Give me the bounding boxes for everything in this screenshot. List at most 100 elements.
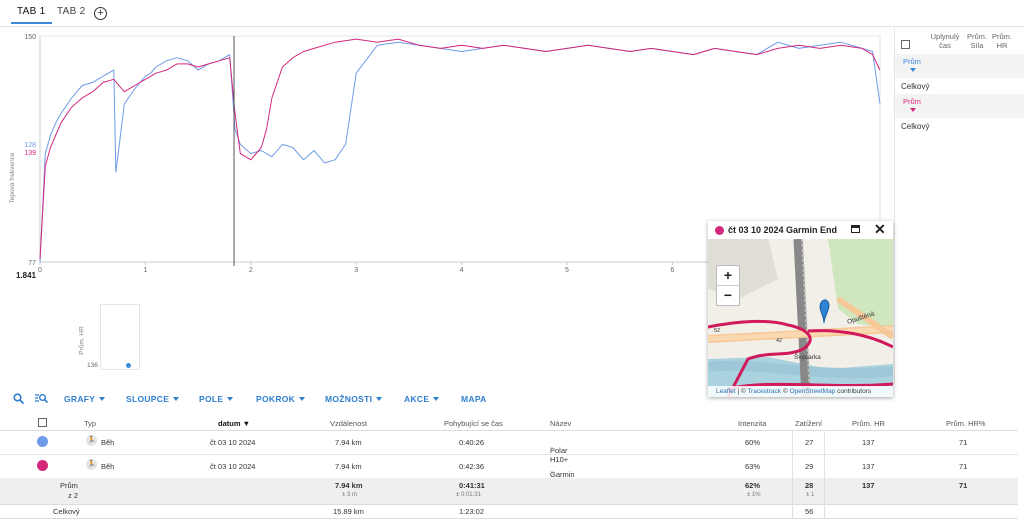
total-moving-time: 1:23:02 bbox=[459, 507, 485, 516]
y-tick-label: 150 bbox=[24, 34, 36, 41]
tab-2[interactable]: TAB 2 bbox=[57, 6, 86, 17]
chevron-down-icon bbox=[227, 397, 234, 401]
map-location-pin-icon[interactable] bbox=[819, 299, 830, 324]
table-header: Typ datum ▼ Vzdálenost Pohybující se čas… bbox=[0, 415, 1018, 431]
tracestrack-link[interactable]: Tracestrack bbox=[747, 388, 782, 395]
series-2-value-label: 139 bbox=[24, 150, 36, 157]
x-tick-label: 5 bbox=[565, 267, 569, 274]
zoom-in-button[interactable]: + bbox=[717, 266, 739, 286]
col-avg-hr[interactable]: Prům. HR bbox=[852, 419, 885, 428]
map-zoom-control: + − bbox=[716, 265, 740, 306]
attribution-separator: | © bbox=[735, 388, 748, 395]
menu-akce-label: AKCE bbox=[404, 394, 430, 404]
menu-pole[interactable]: POLE bbox=[199, 394, 234, 404]
edit-pencil-icon[interactable]: ✎ bbox=[550, 471, 556, 478]
menu-grafy[interactable]: GRAFY bbox=[64, 394, 106, 404]
menu-grafy-label: GRAFY bbox=[64, 394, 96, 404]
map-road-number: 42 bbox=[776, 338, 782, 344]
search-icon[interactable] bbox=[13, 393, 25, 407]
maximize-icon[interactable] bbox=[851, 225, 860, 233]
col-moving-time[interactable]: Pohybující se čas bbox=[444, 419, 503, 428]
map-title: čt 03 10 2024 Garmin End bbox=[728, 225, 838, 235]
map-canvas[interactable]: Opuštěná Švýcarka 42 52 + − Leaflet | © … bbox=[708, 239, 893, 397]
menu-mapa[interactable]: MAPA bbox=[461, 394, 487, 404]
menu-pole-label: POLE bbox=[199, 394, 224, 404]
map-header: čt 03 10 2024 Garmin End ✕ bbox=[708, 221, 893, 239]
series-line-2[interactable] bbox=[39, 38, 881, 259]
avg-distance-deviation: ± 3 m bbox=[342, 492, 357, 498]
x-tick-label: 2 bbox=[249, 267, 253, 274]
chevron-down-icon bbox=[376, 397, 383, 401]
cell-avg-hr-pct: 71 bbox=[959, 438, 968, 447]
table-row[interactable]: 🏃 Běh čt 03 10 2024 7.94 km 0:40:26 Pola… bbox=[0, 430, 1018, 464]
header-avg-power[interactable]: Prům. Síla bbox=[966, 32, 987, 50]
col-distance[interactable]: Vzdálenost bbox=[330, 419, 368, 428]
col-load[interactable]: Zatížení bbox=[795, 419, 823, 428]
avg-moving-time-deviation: ± 0:01:31 bbox=[456, 492, 481, 498]
avg-intensity-deviation: ± 1% bbox=[747, 492, 761, 498]
header-avg-hr[interactable]: Prům. HR bbox=[991, 32, 1012, 50]
total-row: Celkový 15.89 km 1:23:02 56 bbox=[0, 504, 1018, 519]
edit-pencil-icon[interactable]: ✎ bbox=[550, 447, 556, 454]
menu-sloupce[interactable]: SLOUPCE bbox=[126, 394, 180, 404]
activity-color-dot[interactable] bbox=[37, 460, 48, 471]
menu-moznosti[interactable]: MOŽNOSTI bbox=[325, 394, 383, 404]
cell-type: Běh bbox=[101, 462, 115, 471]
cell-avg-hr: 137 bbox=[862, 462, 875, 471]
cell-date: čt 03 10 2024 bbox=[210, 462, 256, 471]
zoom-out-button[interactable]: − bbox=[723, 287, 733, 303]
chevron-down-icon bbox=[99, 397, 106, 401]
col-name[interactable]: Název bbox=[550, 419, 572, 428]
mini-chart-point[interactable] bbox=[126, 363, 131, 368]
map-street-label: Švýcarka bbox=[794, 352, 821, 361]
column-divider bbox=[824, 454, 825, 478]
col-type[interactable]: Typ bbox=[84, 419, 97, 428]
column-divider bbox=[792, 454, 793, 478]
attribution-separator: © bbox=[781, 388, 790, 395]
column-divider bbox=[824, 478, 825, 504]
col-intensity[interactable]: Intenzita bbox=[738, 419, 767, 428]
cell-moving-time: 0:40:26 bbox=[459, 438, 485, 447]
mini-avg-hr-chart[interactable]: 136 bbox=[87, 304, 140, 370]
column-divider bbox=[824, 504, 825, 518]
column-divider bbox=[792, 430, 793, 454]
x-tick-label: 3 bbox=[354, 267, 358, 274]
cell-avg-hr: 137 bbox=[862, 438, 875, 447]
menu-akce[interactable]: AKCE bbox=[404, 394, 440, 404]
map-tiles[interactable]: Opuštěná Švýcarka 42 52 bbox=[708, 239, 893, 397]
group-2-sort-caret-icon[interactable] bbox=[910, 108, 916, 112]
activity-color-dot[interactable] bbox=[37, 436, 48, 447]
cell-intensity: 60% bbox=[745, 438, 761, 447]
map-road-number: 52 bbox=[714, 328, 720, 334]
mini-chart-ytick: 136 bbox=[87, 362, 98, 369]
mini-chart-ylabel: Prům. HR bbox=[78, 326, 86, 355]
menu-pokrok[interactable]: POKROK bbox=[256, 394, 306, 404]
group-1-sort[interactable]: Prům bbox=[903, 57, 921, 66]
cursor-x-label: 1.841 bbox=[16, 271, 37, 280]
cell-intensity: 63% bbox=[745, 462, 761, 471]
col-avg-hr-pct[interactable]: Prům. HR% bbox=[946, 419, 986, 428]
osm-link[interactable]: OpenStreetMap bbox=[789, 388, 836, 395]
right-panel-checkbox[interactable] bbox=[901, 40, 910, 49]
zoom-filter-icon[interactable] bbox=[35, 393, 49, 407]
map-activity-color-dot bbox=[715, 226, 724, 235]
leaflet-link[interactable]: Leaflet bbox=[716, 388, 736, 395]
heart-rate-chart[interactable]: 0 1 2 3 4 5 6 77 150 Tepová frekvence 128 139 1.… bbox=[0, 28, 894, 284]
avg-distance: 7.94 km bbox=[335, 481, 363, 490]
cell-date: čt 03 10 2024 bbox=[210, 438, 256, 447]
table-row[interactable]: 🏃 Běh čt 03 10 2024 7.94 km 0:42:36 Garm… bbox=[0, 454, 1018, 497]
menu-sloupce-label: SLOUPCE bbox=[126, 394, 170, 404]
tab-1[interactable]: TAB 1 bbox=[11, 6, 52, 24]
close-icon[interactable]: ✕ bbox=[874, 221, 886, 237]
col-date[interactable]: datum ▼ bbox=[218, 419, 251, 428]
map-popup: čt 03 10 2024 Garmin End ✕ Opuštěná Švýc… bbox=[708, 221, 893, 397]
header-elapsed-time[interactable]: Uplynulý čas bbox=[930, 32, 960, 50]
avg-moving-time: 0:41:31 bbox=[459, 481, 485, 490]
avg-count-label: z 2 bbox=[68, 491, 79, 500]
group-1-sort-caret-icon[interactable] bbox=[910, 68, 916, 72]
column-divider bbox=[792, 478, 793, 504]
add-tab-icon[interactable]: + bbox=[94, 7, 107, 20]
select-all-checkbox[interactable] bbox=[38, 418, 47, 427]
group-2-sort[interactable]: Prům bbox=[903, 97, 921, 106]
running-icon: 🏃 bbox=[86, 435, 97, 446]
